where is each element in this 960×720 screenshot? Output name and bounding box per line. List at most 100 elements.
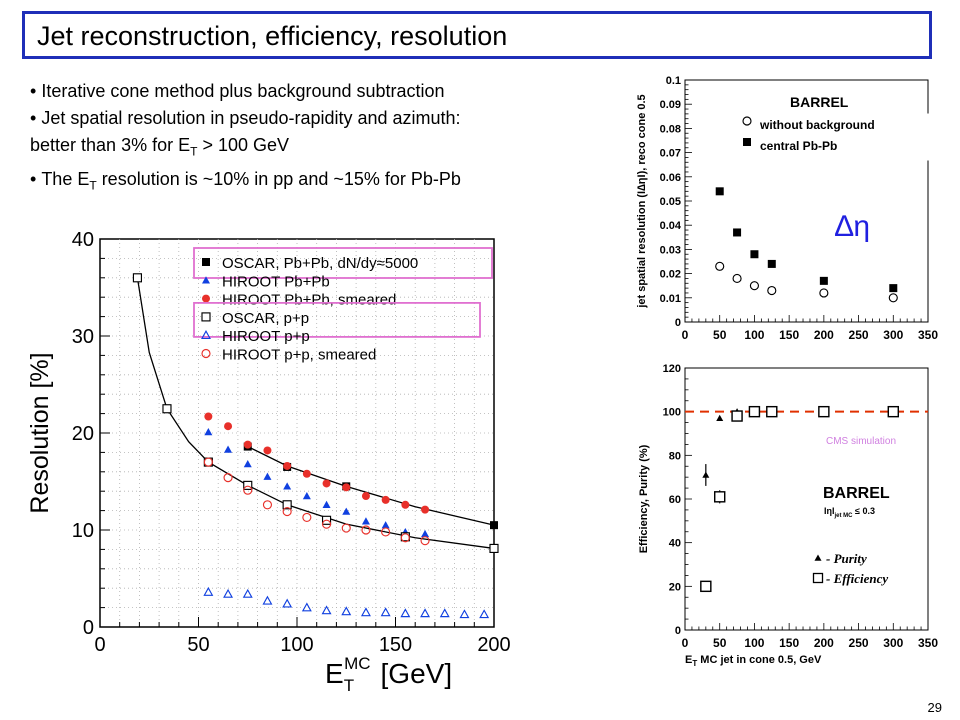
annotation-cms-simulation: CMS simulation bbox=[826, 436, 896, 447]
legend-label: OSCAR, p+p bbox=[222, 310, 309, 327]
data-point bbox=[715, 187, 724, 196]
x-tick-label: 150 bbox=[779, 636, 799, 650]
data-point bbox=[223, 588, 234, 598]
annotation-delta-eta: ∆η bbox=[835, 210, 870, 243]
x-tick-label: 300 bbox=[883, 636, 903, 650]
x-tick-label: 50 bbox=[713, 636, 727, 650]
data-point bbox=[750, 250, 759, 259]
legend-label: HIROOT Pb+Pb bbox=[222, 273, 330, 290]
y-tick-label: 120 bbox=[663, 363, 681, 375]
y-tick-label: 20 bbox=[72, 423, 94, 445]
data-point bbox=[204, 428, 213, 436]
x-tick-label: 350 bbox=[918, 328, 938, 342]
data-point bbox=[262, 500, 273, 510]
data-point bbox=[360, 607, 371, 617]
annotation-barrel: BARREL bbox=[790, 94, 849, 110]
data-point bbox=[819, 288, 829, 298]
data-point bbox=[202, 258, 210, 266]
data-point bbox=[818, 405, 830, 418]
data-point bbox=[242, 588, 253, 598]
data-point bbox=[224, 422, 233, 431]
data-point bbox=[202, 294, 210, 303]
y-tick-label: 80 bbox=[669, 450, 681, 462]
legend-label: - Purity bbox=[826, 551, 867, 566]
legend-label: HIROOT p+p bbox=[222, 328, 310, 345]
bullet-text: resolution is ~10% in pp and ~15% for Pb… bbox=[96, 168, 461, 189]
data-point bbox=[361, 492, 370, 501]
data-point bbox=[700, 580, 712, 593]
x-tick-label: 300 bbox=[883, 328, 903, 342]
data-point bbox=[400, 608, 411, 618]
y-axis-label: jet spatial resolution (I∆ηI), reco cone… bbox=[636, 94, 648, 308]
data-series bbox=[700, 405, 899, 593]
data-point bbox=[766, 405, 778, 418]
data-point bbox=[243, 440, 252, 449]
data-point bbox=[887, 405, 899, 418]
x-tick-label: 200 bbox=[814, 636, 834, 650]
data-point bbox=[400, 533, 410, 543]
data-point bbox=[420, 536, 430, 546]
data-point bbox=[731, 410, 743, 422]
bullet-text: better than 3% for E bbox=[30, 135, 191, 155]
y-tick-label: 0 bbox=[675, 625, 681, 637]
page-number: 29 bbox=[927, 700, 942, 715]
x-tick-label: 50 bbox=[187, 634, 209, 656]
data-point bbox=[282, 598, 293, 608]
y-tick-label: 0.04 bbox=[660, 220, 682, 232]
data-point bbox=[381, 495, 390, 504]
data-point bbox=[716, 414, 724, 422]
x-tick-label: 350 bbox=[918, 636, 938, 650]
data-point bbox=[889, 284, 898, 293]
spatial-resolution-chart: 0 50 100 150 200 250 300 350 0 0.01 0.02 0.03 0.04 0.… bbox=[636, 75, 938, 342]
y-tick-label: 0.06 bbox=[660, 172, 681, 184]
bullet-list: • Iterative cone method plus background … bbox=[30, 78, 605, 199]
data-point bbox=[223, 473, 233, 483]
data-point bbox=[202, 276, 210, 284]
data-point bbox=[459, 609, 470, 619]
x-tick-label: 0 bbox=[682, 328, 689, 342]
data-point bbox=[420, 608, 431, 618]
x-tick-label: 200 bbox=[477, 634, 510, 656]
data-series bbox=[204, 412, 430, 514]
y-tick-label: 0.03 bbox=[660, 244, 681, 256]
y-tick-label: 0.1 bbox=[666, 75, 681, 87]
legend-label: HIROOT p+p, smeared bbox=[222, 347, 376, 364]
data-point bbox=[321, 519, 332, 529]
x-tick-label: 250 bbox=[849, 636, 869, 650]
data-point bbox=[819, 276, 828, 285]
data-point bbox=[715, 261, 725, 271]
legend-label: - Efficiency bbox=[826, 571, 888, 586]
y-tick-label: 0.07 bbox=[660, 148, 681, 160]
data-point bbox=[243, 480, 253, 490]
data-point bbox=[814, 554, 822, 561]
y-tick-label: 0.02 bbox=[660, 269, 681, 281]
legend-label: central Pb-Pb bbox=[760, 139, 837, 153]
x-tick-label: 250 bbox=[849, 328, 869, 342]
resolution-chart: 0 50 100 150 200 0 10 20 30 40 Resolution [%] ETMC[… bbox=[26, 229, 510, 695]
data-point bbox=[282, 500, 292, 510]
data-point bbox=[421, 505, 430, 514]
data-point bbox=[162, 404, 172, 414]
data-point bbox=[263, 446, 272, 455]
y-tick-label: 10 bbox=[72, 520, 94, 542]
data-point bbox=[361, 525, 371, 535]
data-point bbox=[203, 457, 213, 467]
data-point bbox=[243, 485, 253, 495]
data-point bbox=[732, 273, 742, 284]
data-series bbox=[715, 261, 898, 303]
data-point bbox=[262, 595, 273, 605]
x-tick-label: 100 bbox=[280, 634, 313, 656]
data-point bbox=[702, 471, 710, 478]
bullet-text: Jet spatial resolution in pseudo-rapidit… bbox=[41, 108, 461, 128]
x-tick-label: 0 bbox=[94, 634, 105, 656]
bullet-item: • Iterative cone method plus background … bbox=[30, 81, 445, 101]
y-tick-label: 40 bbox=[72, 229, 94, 251]
data-point bbox=[224, 445, 233, 453]
data-point bbox=[742, 116, 752, 126]
data-point bbox=[282, 506, 292, 517]
data-point bbox=[341, 523, 351, 533]
data-series bbox=[203, 457, 430, 546]
data-point bbox=[401, 500, 410, 509]
data-point bbox=[204, 412, 213, 421]
subscript-t: T bbox=[89, 178, 97, 193]
